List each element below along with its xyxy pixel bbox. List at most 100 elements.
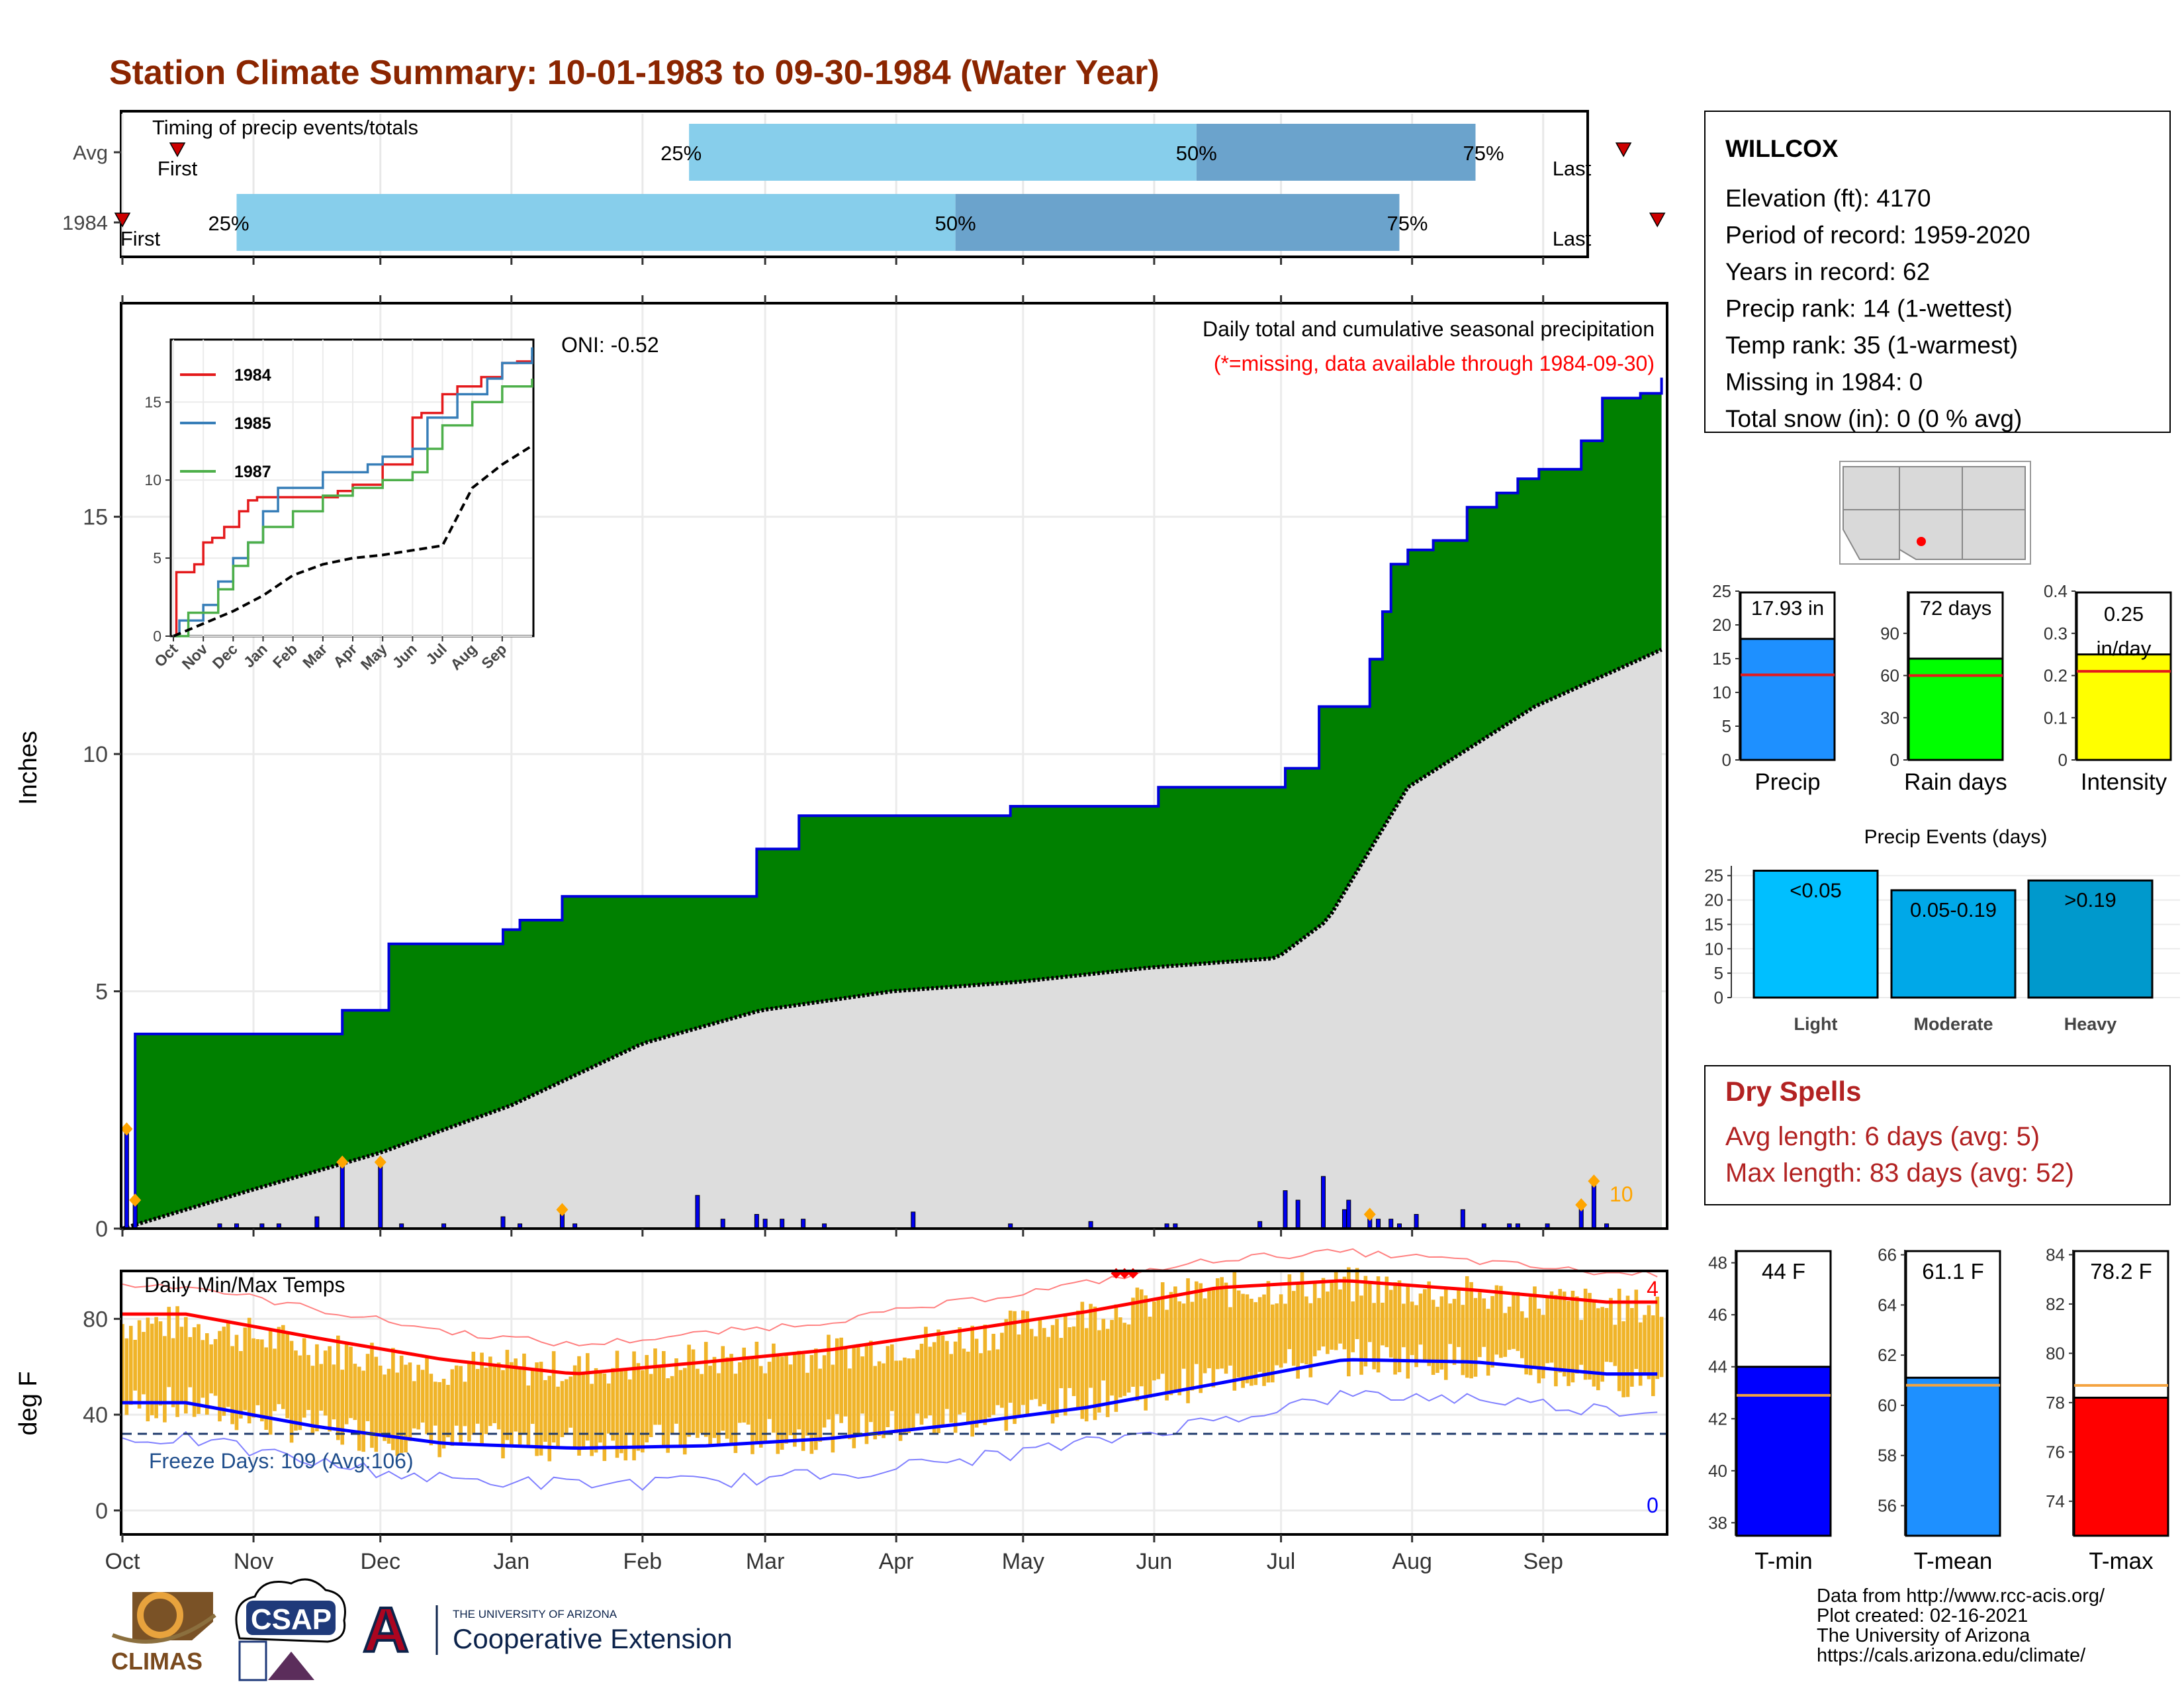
daily-temp-bar [539, 1362, 543, 1456]
daily-temp-bar [746, 1359, 751, 1425]
daily-temp-bar [374, 1356, 379, 1452]
daily-temp-bar [1177, 1301, 1182, 1395]
daily-temp-bar [1181, 1303, 1186, 1369]
daily-temp-bar [1186, 1278, 1190, 1403]
daily-temp-bar [696, 1368, 700, 1438]
daily-temp-bar [1418, 1293, 1423, 1345]
daily-temp-bar [1131, 1297, 1135, 1387]
precip-panel-frame [120, 302, 1668, 1230]
daily-temp-bar [1271, 1304, 1275, 1383]
daily-temp-bar [962, 1348, 966, 1413]
daily-temp-bar [1545, 1295, 1549, 1364]
daily-temp-bar [146, 1317, 150, 1422]
daily-temp-bar [514, 1358, 518, 1432]
footer-line-3: The University of Arizona [1817, 1625, 2030, 1646]
daily-temp-bar [137, 1320, 142, 1409]
daily-temp-bar [1338, 1289, 1342, 1344]
first-event-marker [114, 212, 131, 228]
inset-y-tick-label: 10 [144, 471, 161, 489]
summary-value-label: 72 days [1920, 596, 1992, 620]
daily-temp-bar [848, 1368, 852, 1440]
summary-bar-label: Precip [1754, 769, 1820, 795]
climas-sun [137, 1592, 183, 1638]
daily-temp-bar [1148, 1317, 1152, 1398]
daily-temp-bar [1347, 1267, 1351, 1377]
daily-temp-bar [627, 1379, 632, 1434]
daily-temp-bar [860, 1356, 864, 1414]
first-event-marker [169, 142, 186, 158]
daily-precip-bar [500, 1216, 506, 1229]
temp-panel: Daily Min/Max Temps Freeze Days: 109 (Av… [15, 1248, 1668, 1536]
daily-temp-bar [277, 1327, 281, 1405]
top-precip-marker [1363, 1207, 1376, 1221]
daily-temp-bar [1050, 1325, 1055, 1424]
daily-temp-bar [1643, 1315, 1647, 1374]
daily-temp-bar [1647, 1305, 1651, 1380]
daily-temp-bar [682, 1368, 687, 1455]
daily-temp-bar [488, 1356, 492, 1427]
temp-y-label: deg F [15, 1371, 42, 1435]
month-tick-label: Apr [879, 1549, 914, 1574]
daily-temp-bar [641, 1370, 645, 1453]
daily-temp-bar [1579, 1319, 1584, 1365]
daily-temp-bar [1410, 1301, 1414, 1356]
daily-temp-bar [1236, 1290, 1241, 1378]
daily-precip-bar [340, 1162, 345, 1229]
daily-temp-bar [1406, 1283, 1410, 1379]
daily-temp-bar [1008, 1310, 1013, 1403]
daily-temp-bar [974, 1338, 979, 1428]
daily-temp-bar [1173, 1286, 1177, 1393]
daily-precip-bar [1388, 1219, 1394, 1229]
temp-summary-y-tick-label: 74 [2046, 1491, 2065, 1511]
avg-low-line [122, 1358, 1658, 1450]
daily-temp-bar [1068, 1327, 1071, 1388]
month-tick-label: Dec [360, 1549, 400, 1574]
timing-row-label: 1984 [62, 211, 108, 234]
daily-temp-bar [742, 1347, 746, 1423]
temp-summary-bar [1735, 1366, 1832, 1537]
summary-y-tick-label: 60 [1880, 666, 1899, 686]
station-box-frame [1704, 111, 2171, 433]
daily-temp-bar [801, 1354, 805, 1451]
daily-temp-bar [251, 1338, 255, 1418]
events-y-tick-label: 5 [1714, 963, 1723, 983]
daily-temp-bar [1583, 1288, 1588, 1380]
daily-temp-bar [1312, 1281, 1317, 1356]
daily-temp-bar [864, 1344, 869, 1444]
daily-temp-bar [1021, 1310, 1025, 1405]
daily-temp-bar [353, 1364, 357, 1421]
daily-temp-bar [370, 1342, 374, 1448]
summary-y-tick-label: 0 [2058, 750, 2068, 770]
daily-temp-bar [572, 1365, 577, 1448]
station-info-line: Period of record: 1959-2020 [1725, 222, 2030, 249]
summary-value-label: 17.93 in [1751, 596, 1824, 620]
csap-mountain [268, 1652, 314, 1680]
daily-temp-bar [124, 1338, 129, 1415]
daily-precip-bar [1414, 1213, 1419, 1229]
daily-precip-bar [378, 1162, 383, 1229]
daily-temp-bar [1034, 1336, 1038, 1399]
daily-temp-bar [1575, 1296, 1579, 1374]
daily-temp-bar [1139, 1289, 1144, 1387]
daily-temp-bar [1241, 1293, 1245, 1388]
events-y-tick-label: 20 [1704, 890, 1723, 910]
daily-temp-bar [1304, 1296, 1308, 1365]
daily-temp-bar [1621, 1321, 1625, 1397]
daily-temp-bar [450, 1369, 455, 1446]
daily-temp-bar [264, 1347, 269, 1430]
daily-temp-bar [1279, 1294, 1283, 1368]
daily-temp-bar [530, 1370, 535, 1424]
daily-temp-bar [1613, 1325, 1617, 1366]
daily-temp-bar [1114, 1304, 1118, 1412]
daily-temp-bar [1211, 1288, 1216, 1387]
daily-temp-bar [437, 1382, 441, 1458]
daily-temp-bar [1055, 1319, 1059, 1417]
month-tick-label: May [1002, 1549, 1044, 1574]
daily-temp-bar [243, 1327, 248, 1411]
daily-precip-bar [720, 1219, 725, 1229]
daily-temp-bar [154, 1317, 158, 1419]
daily-temp-bar [1469, 1282, 1473, 1379]
daily-temp-bar [590, 1383, 594, 1456]
daily-temp-bar [1372, 1303, 1376, 1370]
daily-temp-bar [323, 1350, 328, 1416]
